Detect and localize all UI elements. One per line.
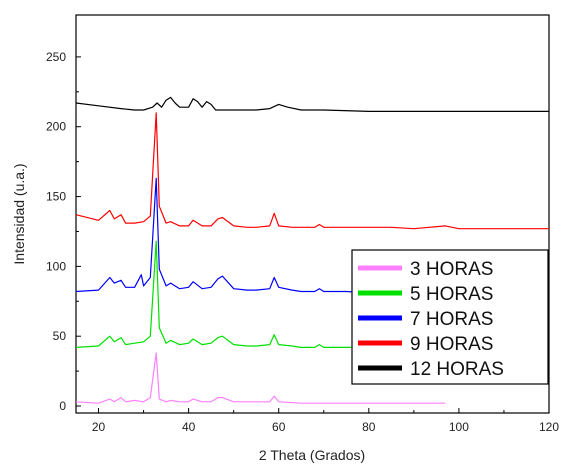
tick-layer: 20 40 60 80 100 120 0 50 100 150 200 250	[46, 50, 559, 434]
legend-label-5: 12 HORAS	[410, 359, 504, 380]
series-line-4	[75, 112, 549, 230]
y-tick-label: 250	[46, 50, 66, 64]
x-tick-label: 20	[92, 420, 106, 434]
x-tick-label: 120	[539, 420, 559, 434]
y-tick-label: 50	[53, 329, 67, 343]
legend-label-2: 5 HORAS	[410, 284, 493, 305]
x-axis-label: 2 Theta (Grados)	[259, 447, 365, 463]
y-axis-label: Intensidad (u.a.)	[11, 163, 27, 264]
legend-label-4: 9 HORAS	[410, 334, 493, 355]
y-tick-label: 100	[46, 259, 66, 273]
legend: 3 HORAS 5 HORAS 7 HORAS 9 HORAS 12 HORAS	[351, 249, 549, 385]
y-tick-label: 150	[46, 190, 66, 204]
series-layer	[75, 96, 549, 404]
series-line-3	[75, 177, 369, 294]
y-tick-label: 200	[46, 120, 66, 134]
x-tick-label: 80	[362, 420, 376, 434]
legend-label-3: 7 HORAS	[410, 309, 493, 330]
y-tick-label: 0	[59, 399, 66, 413]
legend-label-1: 3 HORAS	[410, 259, 493, 280]
x-tick-label: 100	[449, 420, 469, 434]
x-tick-label: 60	[272, 420, 286, 434]
x-tick-label: 40	[182, 420, 196, 434]
series-line-5	[75, 96, 549, 113]
series-line-1	[75, 352, 446, 404]
series-line-2	[75, 240, 414, 350]
